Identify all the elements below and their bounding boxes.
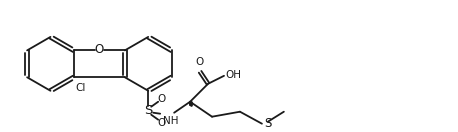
Text: O: O: [195, 57, 203, 67]
Text: Cl: Cl: [76, 83, 86, 93]
Text: NH: NH: [163, 116, 179, 126]
Text: S: S: [144, 104, 153, 117]
Text: O: O: [157, 118, 165, 128]
Text: OH: OH: [225, 70, 241, 80]
Text: S: S: [264, 117, 271, 130]
Text: O: O: [95, 43, 104, 56]
Text: O: O: [157, 94, 165, 104]
